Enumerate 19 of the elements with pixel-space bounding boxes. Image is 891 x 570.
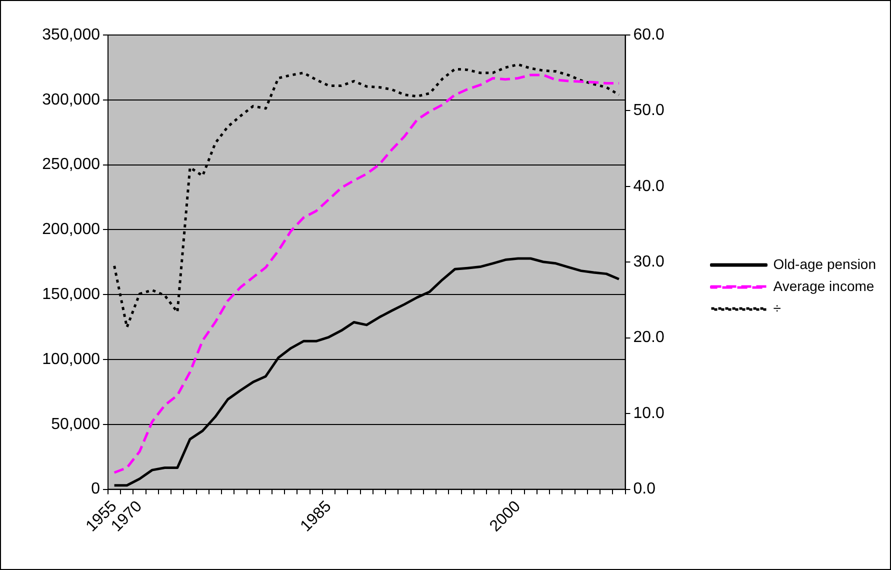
y-tick-label: 250,000	[42, 156, 100, 174]
y2-tick-label: 60.0	[633, 26, 665, 44]
y2-tick-label: 10.0	[633, 404, 665, 422]
y-tick-label: 150,000	[42, 286, 100, 303]
y2-tick-label: 50.0	[633, 102, 665, 120]
y-tick-label: 100,000	[42, 350, 100, 368]
y2-tick-label: 20.0	[633, 329, 665, 346]
line-series	[113, 74, 620, 474]
y-tick-label: 200,000	[42, 221, 100, 238]
y-tick-label: 50,000	[51, 416, 100, 433]
y-tick-label: 300,000	[42, 91, 100, 108]
legend-label: Average income	[773, 278, 874, 294]
y2-tick-label: 0.0	[633, 480, 656, 498]
y2-tick-label: 30.0	[633, 254, 665, 271]
y-tick-label: 0	[91, 480, 100, 498]
y-tick-label: 350,000	[42, 26, 100, 44]
y2-tick-label: 40.0	[633, 178, 665, 195]
legend-label: Old-age pension	[773, 256, 876, 272]
legend-label: ÷	[773, 300, 782, 316]
